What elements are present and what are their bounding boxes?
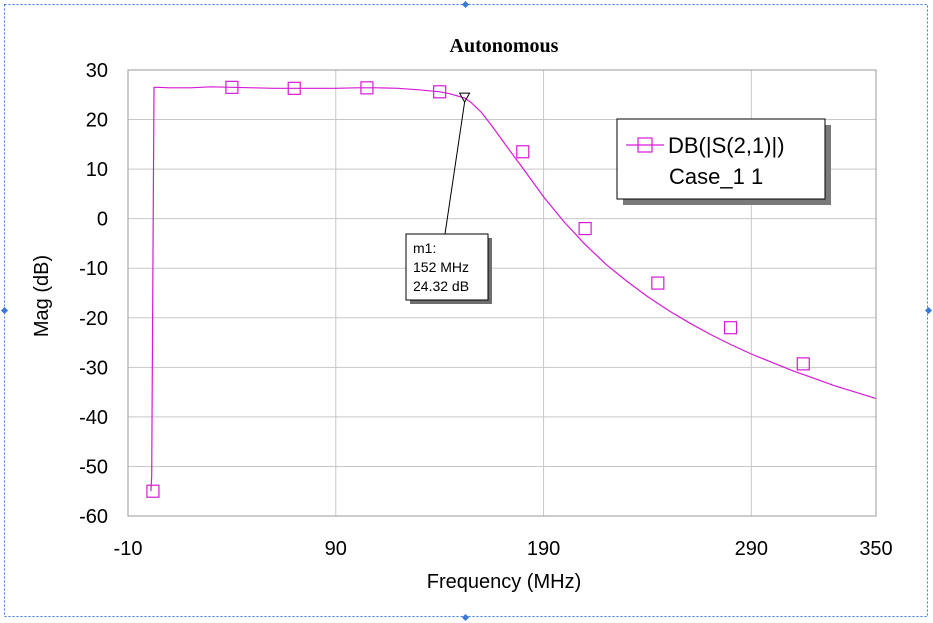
data-point-marker (287, 81, 301, 95)
x-tick-label: 90 (325, 538, 347, 560)
y-tick-label: -10 (79, 258, 108, 280)
data-point-marker (225, 80, 239, 94)
axes: 30 20 10 0 -10 -20 -30 -40 -50 -60 -10 90 190 290 350 (79, 60, 893, 560)
x-tick-label: 290 (735, 538, 768, 560)
marker-label: m1: (413, 240, 436, 256)
data-point-marker (651, 276, 665, 290)
x-tick-label: -10 (114, 538, 143, 560)
y-tick-label: 30 (86, 60, 108, 82)
x-axis-label: Frequency (MHz) (427, 571, 581, 593)
data-point-marker (578, 221, 592, 236)
legend[interactable]: DB(|S(2,1)|) Case_1 1 (616, 118, 831, 205)
y-axis-label: Mag (dB) (31, 255, 53, 337)
y-tick-label: -50 (79, 456, 108, 478)
marker-magnitude: 24.32 dB (413, 278, 469, 294)
legend-entry-series: DB(|S(2,1)|) (668, 133, 785, 158)
data-point-marker (796, 357, 810, 371)
y-tick-label: 20 (86, 110, 108, 132)
series-line (150, 86, 877, 492)
y-tick-label: 10 (86, 159, 108, 181)
legend-entry-case: Case_1 1 (669, 164, 763, 189)
data-point-marker (433, 85, 447, 99)
series-db-s21 (150, 86, 877, 492)
series-markers (146, 80, 810, 498)
x-tick-label: 190 (527, 538, 560, 560)
marker-leader-line (444, 102, 466, 235)
x-tick-label: 350 (859, 538, 892, 560)
y-tick-label: -60 (79, 506, 108, 528)
data-point-marker (516, 145, 530, 159)
marker-frequency: 152 MHz (413, 259, 469, 275)
y-tick-label: 0 (97, 209, 108, 231)
legend-series-marker (637, 137, 653, 153)
marker-triangle-icon (458, 92, 471, 104)
graph-window: 30 20 10 0 -10 -20 -30 -40 -50 -60 -10 90 190 290 350 … (4, 4, 928, 617)
data-point-marker (723, 321, 738, 335)
data-point-marker (146, 484, 160, 498)
marker-annotation-m1[interactable]: m1: 152 MHz 24.32 dB (405, 92, 492, 304)
chart-title: Autonomous (450, 35, 559, 57)
y-tick-label: -30 (79, 357, 108, 379)
y-tick-label: -40 (79, 407, 108, 429)
plot-frame (127, 69, 877, 517)
data-point-marker (360, 81, 374, 95)
y-tick-label: -20 (79, 308, 108, 330)
